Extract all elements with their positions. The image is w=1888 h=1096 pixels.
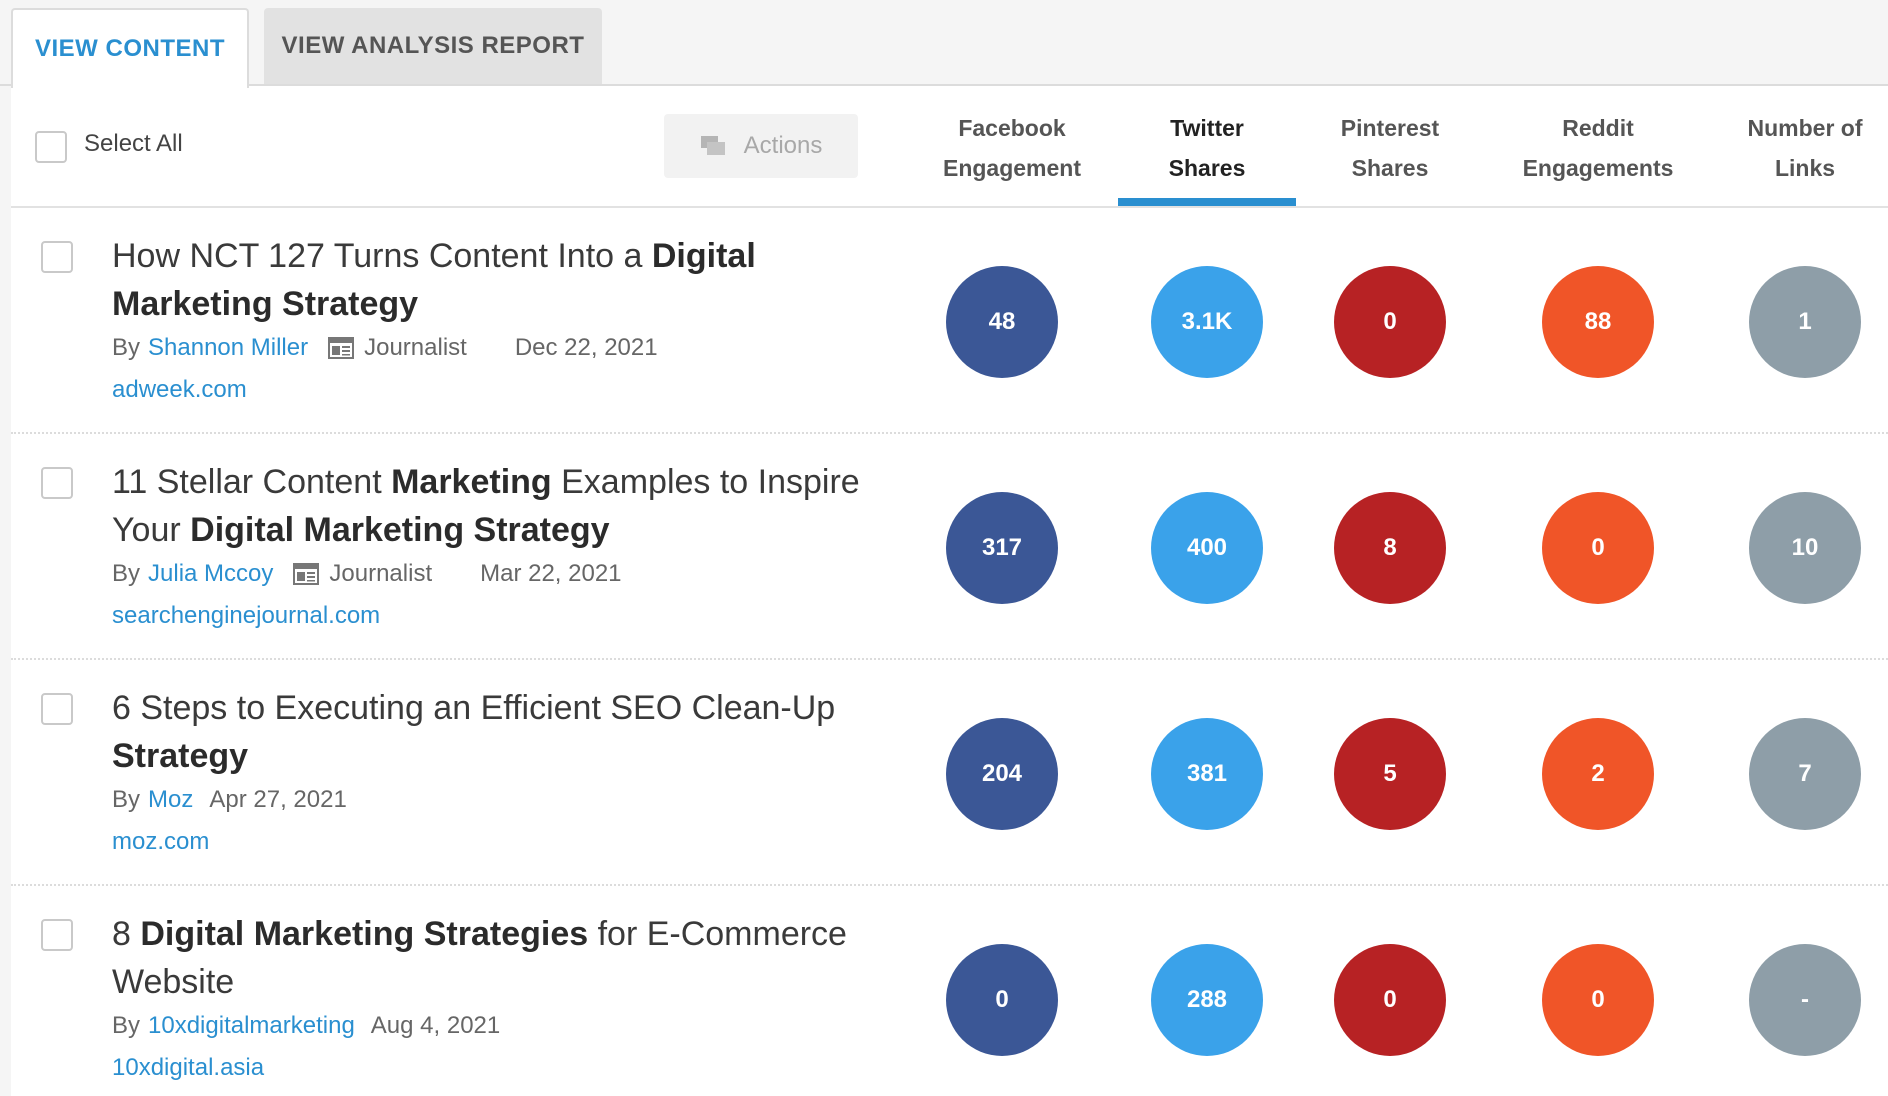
article-title[interactable]: 6 Steps to Executing an Efficient SEO Cl… — [112, 689, 836, 775]
tab-view-analysis-report[interactable]: VIEW ANALYSIS REPORT — [264, 8, 602, 84]
select-all-label[interactable]: Select All — [84, 130, 183, 157]
author-link[interactable]: Moz — [148, 786, 194, 813]
column-label-line1: Pinterest — [1340, 115, 1440, 141]
twitter-shares-badge: 3.1K — [1151, 266, 1263, 378]
domain-link[interactable]: searchenginejournal.com — [112, 602, 381, 629]
row-checkbox[interactable] — [41, 467, 73, 499]
active-sort-indicator — [1118, 198, 1296, 206]
actions-label: Actions — [743, 132, 823, 159]
domain-link[interactable]: moz.com — [112, 828, 210, 855]
by-label: By — [112, 560, 141, 587]
table-row: How NCT 127 Turns Content Into a Digital… — [11, 208, 1888, 434]
by-label: By — [112, 1012, 141, 1039]
table-row: 6 Steps to Executing an Efficient SEO Cl… — [11, 660, 1888, 886]
table-header: Select All Actions Facebook Engagement T… — [11, 86, 1888, 208]
column-label-line2: Shares — [1351, 155, 1429, 181]
column-reddit-engagements[interactable]: Reddit Engagements — [1508, 108, 1688, 188]
number-of-links-badge[interactable]: - — [1749, 944, 1861, 1056]
newspaper-icon — [328, 337, 355, 359]
twitter-shares-badge: 400 — [1151, 492, 1263, 604]
pinterest-shares-badge: 0 — [1334, 266, 1446, 378]
column-twitter-shares[interactable]: Twitter Shares — [1117, 108, 1297, 188]
article-title[interactable]: 11 Stellar Content Marketing Examples to… — [112, 463, 860, 549]
article-meta: By Moz Apr 27, 2021 — [112, 786, 347, 814]
publish-date: Apr 27, 2021 — [209, 786, 347, 813]
author-role: Journalist — [364, 334, 467, 361]
article-meta: By 10xdigitalmarketing Aug 4, 2021 — [112, 1012, 500, 1040]
article-title[interactable]: 8 Digital Marketing Strategies for E-Com… — [112, 915, 847, 1001]
facebook-engagement-badge: 317 — [946, 492, 1058, 604]
row-checkbox[interactable] — [41, 693, 73, 725]
column-label-line1: Facebook — [958, 115, 1066, 141]
column-label-line1: Reddit — [1562, 115, 1634, 141]
author-role: Journalist — [329, 560, 433, 587]
author-link[interactable]: Shannon Miller — [148, 334, 309, 361]
tab-view-content[interactable]: VIEW CONTENT — [11, 8, 249, 88]
pinterest-shares-badge: 5 — [1334, 718, 1446, 830]
twitter-shares-badge: 288 — [1151, 944, 1263, 1056]
pinterest-shares-badge: 8 — [1334, 492, 1446, 604]
table-row: 8 Digital Marketing Strategies for E-Com… — [11, 886, 1888, 1096]
column-facebook-engagement[interactable]: Facebook Engagement — [922, 108, 1102, 188]
column-label-line2: Shares — [1168, 155, 1246, 181]
column-label-line2: Engagement — [942, 155, 1082, 181]
reddit-engagements-badge: 2 — [1542, 718, 1654, 830]
author-link[interactable]: Julia Mccoy — [148, 560, 274, 587]
table-row: 11 Stellar Content Marketing Examples to… — [11, 434, 1888, 660]
publish-date: Dec 22, 2021 — [514, 334, 658, 361]
publish-date: Mar 22, 2021 — [480, 560, 622, 587]
share-stack-icon — [700, 136, 725, 155]
article-title[interactable]: How NCT 127 Turns Content Into a Digital… — [112, 237, 756, 323]
article-meta: By Shannon Miller Journalist Dec 22, 202… — [112, 334, 658, 362]
content-panel: Select All Actions Facebook Engagement T… — [11, 86, 1888, 1096]
number-of-links-badge[interactable]: 1 — [1749, 266, 1861, 378]
author-link[interactable]: 10xdigitalmarketing — [148, 1012, 355, 1039]
column-label-line1: Twitter — [1170, 115, 1244, 141]
select-all-checkbox[interactable] — [35, 131, 67, 163]
column-label-line2: Engagements — [1522, 155, 1674, 181]
pinterest-shares-badge: 0 — [1334, 944, 1446, 1056]
facebook-engagement-badge: 48 — [946, 266, 1058, 378]
reddit-engagements-badge: 0 — [1542, 492, 1654, 604]
domain-link[interactable]: adweek.com — [112, 376, 247, 403]
facebook-engagement-badge: 0 — [946, 944, 1058, 1056]
number-of-links-badge[interactable]: 10 — [1749, 492, 1861, 604]
column-number-of-links[interactable]: Number of Links — [1715, 108, 1888, 188]
newspaper-icon — [293, 563, 320, 585]
twitter-shares-badge: 381 — [1151, 718, 1263, 830]
row-checkbox[interactable] — [41, 919, 73, 951]
reddit-engagements-badge: 88 — [1542, 266, 1654, 378]
facebook-engagement-badge: 204 — [946, 718, 1058, 830]
by-label: By — [112, 786, 141, 813]
column-label-line1: Number of — [1747, 115, 1863, 141]
reddit-engagements-badge: 0 — [1542, 944, 1654, 1056]
article-meta: By Julia Mccoy Journalist Mar 22, 2021 — [112, 560, 622, 588]
actions-button[interactable]: Actions — [664, 114, 858, 178]
tab-bar: VIEW CONTENT VIEW ANALYSIS REPORT — [0, 0, 1888, 88]
number-of-links-badge[interactable]: 7 — [1749, 718, 1861, 830]
row-checkbox[interactable] — [41, 241, 73, 273]
by-label: By — [112, 334, 141, 361]
publish-date: Aug 4, 2021 — [370, 1012, 501, 1039]
column-label-line2: Links — [1774, 155, 1836, 181]
column-pinterest-shares[interactable]: Pinterest Shares — [1300, 108, 1480, 188]
domain-link[interactable]: 10xdigital.asia — [112, 1054, 265, 1081]
